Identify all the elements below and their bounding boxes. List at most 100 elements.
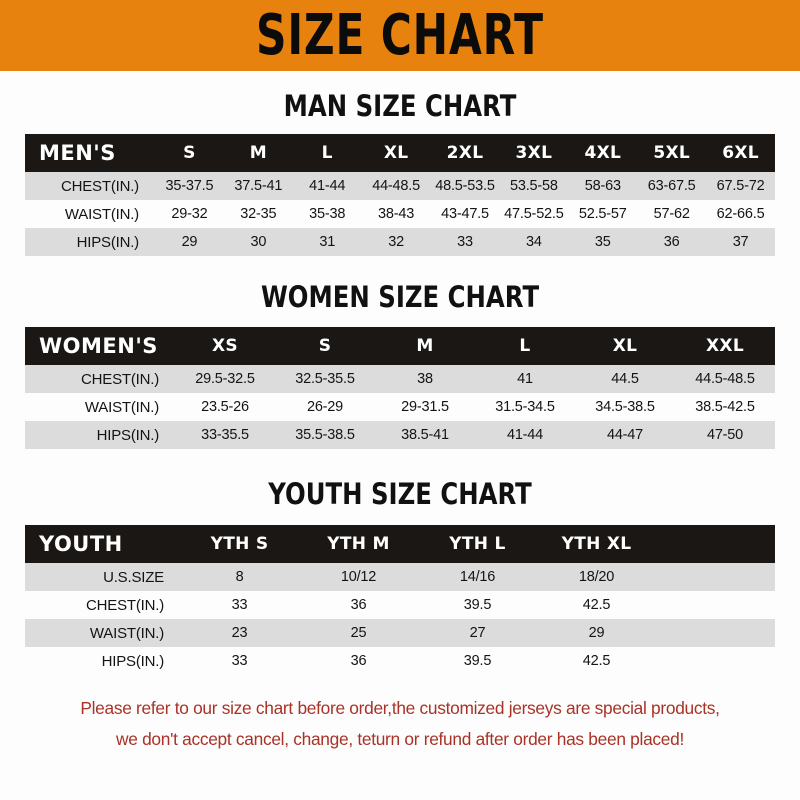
table-row: CHEST(IN.) 35-37.5 37.5-41 41-44 44-48.5…: [24, 172, 775, 200]
table-cell: 57-62: [637, 200, 707, 228]
table-cell: 41-44: [475, 421, 575, 449]
youth-size-header: YTH L: [418, 525, 537, 563]
youth-header-spacer: [656, 525, 775, 563]
table-cell-spacer: [656, 619, 775, 647]
table-cell: 36: [637, 228, 707, 256]
table-row: WAIST(IN.) 23.5-26 26-29 29-31.5 31.5-34…: [25, 393, 775, 421]
table-cell: 33: [180, 647, 299, 675]
women-row-label: HIPS(IN.): [25, 421, 175, 449]
women-section-title: WOMEN SIZE CHART: [260, 280, 540, 314]
man-size-header: 4XL: [568, 134, 638, 172]
table-cell: 33: [430, 228, 500, 256]
table-cell: 34.5-38.5: [575, 393, 675, 421]
man-size-header: M: [223, 134, 293, 172]
table-cell: 39.5: [418, 591, 537, 619]
youth-section-title: YOUTH SIZE CHART: [268, 477, 532, 511]
table-row: WAIST(IN.) 29-32 32-35 35-38 38-43 43-47…: [24, 200, 775, 228]
man-size-table: MEN'S S M L XL 2XL 3XL 4XL 5XL 6XL CHEST…: [24, 134, 775, 256]
table-cell: 32-35: [223, 200, 293, 228]
table-cell: 31.5-34.5: [475, 393, 575, 421]
table-cell: 23: [180, 619, 299, 647]
man-section-title: MAN SIZE CHART: [283, 89, 517, 123]
youth-header-row: YOUTH YTH S YTH M YTH L YTH XL: [25, 525, 775, 563]
table-cell: 32: [361, 228, 431, 256]
table-cell: 14/16: [418, 563, 537, 591]
women-size-table: WOMEN'S XS S M L XL XXL CHEST(IN.) 29.5-…: [25, 327, 775, 449]
table-row: HIPS(IN.) 29 30 31 32 33 34 35 36 37: [24, 228, 775, 256]
table-cell: 29-32: [154, 200, 224, 228]
women-corner-label: WOMEN'S: [25, 327, 175, 365]
table-cell: 33: [180, 591, 299, 619]
table-cell: 38: [375, 365, 475, 393]
table-cell: 58-63: [568, 172, 638, 200]
table-cell: 44-47: [575, 421, 675, 449]
man-size-header: XL: [361, 134, 431, 172]
table-cell: 47.5-52.5: [499, 200, 569, 228]
table-cell: 34: [499, 228, 569, 256]
man-size-header: 5XL: [637, 134, 707, 172]
youth-row-label: HIPS(IN.): [25, 647, 180, 675]
table-cell: 39.5: [418, 647, 537, 675]
man-header-row: MEN'S S M L XL 2XL 3XL 4XL 5XL 6XL: [24, 134, 775, 172]
table-cell-spacer: [656, 563, 775, 591]
women-size-header: S: [275, 327, 375, 365]
man-corner-label: MEN'S: [24, 134, 155, 172]
table-cell: 29: [154, 228, 224, 256]
table-cell: 67.5-72: [706, 172, 775, 200]
table-cell: 63-67.5: [637, 172, 707, 200]
table-cell: 44.5-48.5: [675, 365, 775, 393]
table-cell-spacer: [656, 647, 775, 675]
table-cell: 42.5: [537, 647, 656, 675]
table-cell: 52.5-57: [568, 200, 638, 228]
table-cell: 43-47.5: [430, 200, 500, 228]
man-size-header: L: [292, 134, 362, 172]
table-row: U.S.SIZE 8 10/12 14/16 18/20: [25, 563, 775, 591]
note-line-1: Please refer to our size chart before or…: [80, 698, 720, 718]
table-cell: 48.5-53.5: [430, 172, 500, 200]
table-cell: 33-35.5: [175, 421, 275, 449]
youth-row-label: WAIST(IN.): [25, 619, 180, 647]
table-cell: 35.5-38.5: [275, 421, 375, 449]
table-cell: 37: [706, 228, 775, 256]
women-header-row: WOMEN'S XS S M L XL XXL: [25, 327, 775, 365]
youth-row-label: CHEST(IN.): [25, 591, 180, 619]
youth-corner-label: YOUTH: [25, 525, 180, 563]
table-cell: 41-44: [292, 172, 362, 200]
women-size-header: L: [475, 327, 575, 365]
youth-size-header: YTH S: [180, 525, 299, 563]
table-cell: 31: [292, 228, 362, 256]
man-row-label: CHEST(IN.): [24, 172, 155, 200]
table-cell: 44.5: [575, 365, 675, 393]
table-row: CHEST(IN.) 33 36 39.5 42.5: [25, 591, 775, 619]
table-cell: 47-50: [675, 421, 775, 449]
table-cell: 29-31.5: [375, 393, 475, 421]
women-size-header: XXL: [675, 327, 775, 365]
table-cell: 26-29: [275, 393, 375, 421]
table-cell: 35-38: [292, 200, 362, 228]
women-row-label: WAIST(IN.): [25, 393, 175, 421]
man-size-header: 3XL: [499, 134, 569, 172]
youth-size-table: YOUTH YTH S YTH M YTH L YTH XL U.S.SIZE …: [25, 525, 775, 675]
table-cell: 38-43: [361, 200, 431, 228]
man-size-header: 6XL: [706, 134, 775, 172]
women-size-header: XS: [175, 327, 275, 365]
man-size-header: S: [154, 134, 224, 172]
table-cell: 25: [299, 619, 418, 647]
table-cell: 32.5-35.5: [275, 365, 375, 393]
man-row-label: HIPS(IN.): [24, 228, 155, 256]
table-cell: 8: [180, 563, 299, 591]
table-cell: 35: [568, 228, 638, 256]
table-cell: 53.5-58: [499, 172, 569, 200]
table-cell: 29.5-32.5: [175, 365, 275, 393]
table-cell: 23.5-26: [175, 393, 275, 421]
women-size-header: XL: [575, 327, 675, 365]
table-cell: 62-66.5: [706, 200, 775, 228]
table-cell: 18/20: [537, 563, 656, 591]
youth-size-header: YTH XL: [537, 525, 656, 563]
table-cell: 37.5-41: [223, 172, 293, 200]
women-size-header: M: [375, 327, 475, 365]
table-cell-spacer: [656, 591, 775, 619]
table-cell: 10/12: [299, 563, 418, 591]
table-cell: 29: [537, 619, 656, 647]
